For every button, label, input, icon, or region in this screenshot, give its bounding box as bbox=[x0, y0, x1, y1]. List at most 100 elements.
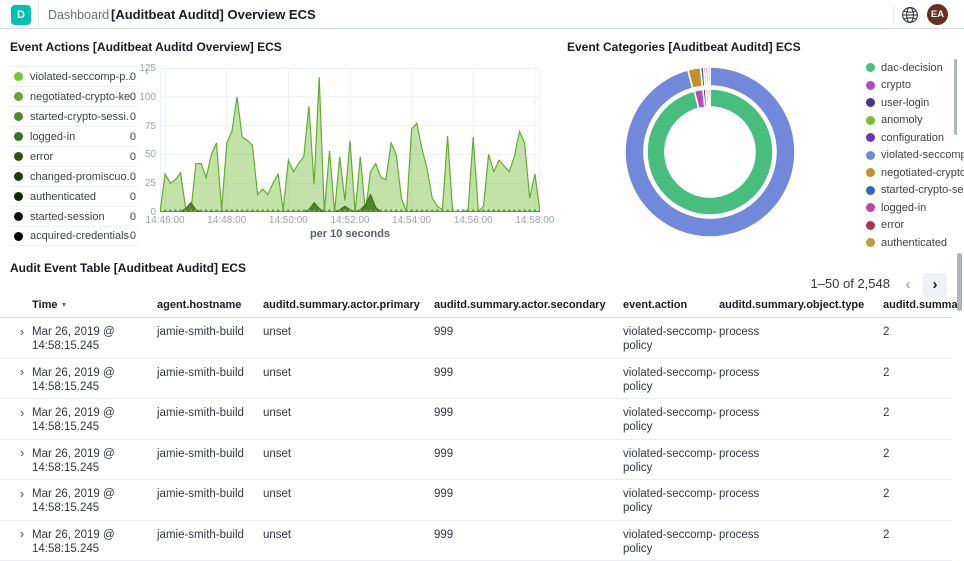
legend-dot-icon bbox=[866, 220, 875, 230]
donut-slice-configuration[interactable] bbox=[707, 88, 711, 108]
page-title: [Auditbeat Auditd] Overview ECS bbox=[111, 7, 316, 22]
cell-actor_secondary: 999 bbox=[434, 447, 454, 460]
column-header-summary[interactable]: auditd.summary bbox=[883, 299, 961, 311]
legend-dot-icon bbox=[866, 150, 875, 160]
x-axis-tick-label: 14:50:00 bbox=[268, 215, 308, 226]
cell-time: Mar 26, 2019 @ 14:58:15.245 bbox=[32, 407, 115, 433]
space-logo[interactable]: D bbox=[11, 5, 31, 25]
cell-agent_hostname: jamie-smith-build bbox=[157, 366, 244, 379]
legend-item[interactable]: error bbox=[866, 217, 954, 235]
row-expand-button[interactable]: › bbox=[14, 364, 30, 380]
legend-collapse-icon[interactable]: ‹ bbox=[145, 66, 149, 78]
cell-actor_primary: unset bbox=[263, 447, 292, 460]
x-axis-tick-label: 14:56:00 bbox=[453, 215, 493, 226]
legend-item[interactable]: configuration bbox=[866, 129, 954, 147]
column-header-actor_secondary[interactable]: auditd.summary.actor.secondary bbox=[434, 299, 606, 311]
column-header-object_type[interactable]: auditd.summary.object.type bbox=[719, 299, 865, 311]
donut-chart[interactable] bbox=[622, 62, 798, 242]
legend-item[interactable]: dac-decision bbox=[866, 59, 954, 77]
row-expand-button[interactable]: › bbox=[14, 323, 30, 339]
legend-scrollbar[interactable] bbox=[954, 59, 957, 135]
cell-actor_primary: unset bbox=[263, 488, 292, 500]
cell-event_action: violated-seccomp-policy bbox=[623, 366, 717, 393]
event-categories-panel-title: Event Categories [Auditbeat Auditd] ECS bbox=[567, 40, 801, 54]
table-body: › Mar 26, 2019 @ 14:58:15.245 jamie-smith-… bbox=[0, 318, 952, 561]
area-chart-x-axis-label: per 10 seconds bbox=[309, 228, 391, 240]
user-avatar[interactable]: EA bbox=[927, 4, 948, 25]
table-row: › Mar 26, 2019 @ 14:58:15.245 jamie-smith-… bbox=[0, 358, 952, 399]
cell-object_type: process bbox=[719, 528, 760, 541]
globe-icon[interactable] bbox=[901, 6, 919, 24]
legend-item[interactable]: authenticated 0 bbox=[10, 186, 138, 206]
legend-item[interactable]: violated-seccomp-p... 0 bbox=[10, 66, 138, 86]
legend-item[interactable]: acquired-credentials 0 bbox=[10, 226, 138, 246]
pagination-next-button[interactable]: › bbox=[923, 273, 947, 297]
pagination-prev-button[interactable]: ‹ bbox=[896, 273, 920, 297]
legend-item[interactable]: violated-seccomp... bbox=[866, 147, 964, 165]
cell-actor_secondary: 999 bbox=[434, 407, 454, 419]
column-header-agent_hostname[interactable]: agent.hostname bbox=[157, 299, 242, 311]
donut-slice-dac-decision[interactable] bbox=[646, 88, 774, 216]
legend-dot-icon bbox=[14, 112, 23, 121]
cell-actor_primary: unset bbox=[263, 528, 292, 541]
x-axis-tick-label: 14:46:00 bbox=[145, 215, 185, 226]
legend-item[interactable]: authenticated bbox=[866, 234, 954, 252]
legend-item[interactable]: logged-in 0 bbox=[10, 126, 138, 146]
legend-item-value: 0 bbox=[129, 170, 136, 183]
table-row: › Mar 26, 2019 @ 14:58:15.245 jamie-smith-… bbox=[0, 480, 952, 521]
cell-event_action: violated-seccomp-policy bbox=[623, 407, 717, 433]
x-axis-tick-label: 14:54:00 bbox=[392, 215, 432, 226]
legend-item-label: started-crypto-sessi... bbox=[30, 110, 130, 123]
legend-item[interactable]: negotiated-crypto-key 0 bbox=[10, 86, 138, 106]
breadcrumb-dashboard[interactable]: Dashboard bbox=[48, 8, 110, 22]
y-axis-tick-label: 100 bbox=[139, 91, 156, 103]
column-header-actor_primary[interactable]: auditd.summary.actor.primary bbox=[263, 299, 420, 311]
donut-slice-authenticated[interactable] bbox=[707, 66, 711, 87]
cell-time: Mar 26, 2019 @ 14:58:15.245 bbox=[32, 447, 115, 474]
cell-actor_primary: unset bbox=[263, 407, 292, 419]
legend-item[interactable]: started-crypto-sessi... 0 bbox=[10, 106, 138, 126]
event-actions-legend: violated-seccomp-p... 0 negotiated-crypto-… bbox=[10, 66, 138, 246]
x-axis-tick-label: 14:52:00 bbox=[330, 215, 370, 226]
cell-summary: 2 bbox=[883, 528, 890, 541]
legend-dot-icon bbox=[14, 92, 23, 101]
area-chart[interactable] bbox=[160, 68, 540, 212]
donut-slice-violated-seccomp-policy[interactable] bbox=[624, 66, 796, 238]
legend-item-label: logged-in bbox=[30, 130, 76, 143]
column-header-event_action[interactable]: event.action bbox=[623, 299, 688, 311]
x-axis-tick-label: 14:58:00 bbox=[515, 215, 555, 226]
column-header-time[interactable]: Time ▼ bbox=[32, 299, 68, 311]
legend-dot-icon bbox=[14, 192, 23, 201]
legend-item[interactable]: anomoly bbox=[866, 112, 954, 130]
legend-item[interactable]: error 0 bbox=[10, 146, 138, 166]
cell-object_type: process bbox=[719, 326, 760, 338]
legend-item[interactable]: changed-promiscuo... 0 bbox=[10, 166, 138, 186]
legend-item[interactable]: negotiated-crypto... bbox=[866, 164, 964, 182]
legend-item-value: 0 bbox=[129, 70, 136, 83]
cell-time: Mar 26, 2019 @ 14:58:15.245 bbox=[32, 528, 115, 555]
row-expand-button[interactable]: › bbox=[14, 526, 30, 542]
cell-event_action: violated-seccomp-policy bbox=[623, 326, 717, 352]
table-row: › Mar 26, 2019 @ 14:58:15.245 jamie-smith-… bbox=[0, 520, 952, 561]
breadcrumb-separator: / bbox=[101, 8, 105, 22]
legend-dot-icon bbox=[866, 185, 875, 195]
legend-item[interactable]: logged-in bbox=[866, 199, 954, 217]
legend-item-label: dac-decision bbox=[881, 61, 943, 74]
row-expand-button[interactable]: › bbox=[14, 485, 30, 501]
row-expand-button[interactable]: › bbox=[14, 404, 30, 420]
legend-dot-icon bbox=[14, 72, 23, 81]
legend-item-value: 0 bbox=[129, 90, 136, 103]
legend-item[interactable]: started-crypto-se... bbox=[866, 182, 964, 200]
page-scrollbar[interactable] bbox=[957, 253, 962, 311]
legend-item-value: 0 bbox=[129, 210, 136, 223]
legend-item[interactable]: started-session 0 bbox=[10, 206, 138, 226]
legend-item[interactable]: user-login bbox=[866, 94, 954, 112]
cell-actor_secondary: 999 bbox=[434, 488, 454, 500]
cell-actor_primary: unset bbox=[263, 326, 292, 338]
legend-item[interactable]: crypto bbox=[866, 77, 954, 95]
row-expand-button[interactable]: › bbox=[14, 445, 30, 461]
x-axis-tick-label: 14:48:00 bbox=[207, 215, 247, 226]
cell-time: Mar 26, 2019 @ 14:58:15.245 bbox=[32, 488, 115, 514]
y-axis-tick-label: 25 bbox=[144, 178, 156, 190]
